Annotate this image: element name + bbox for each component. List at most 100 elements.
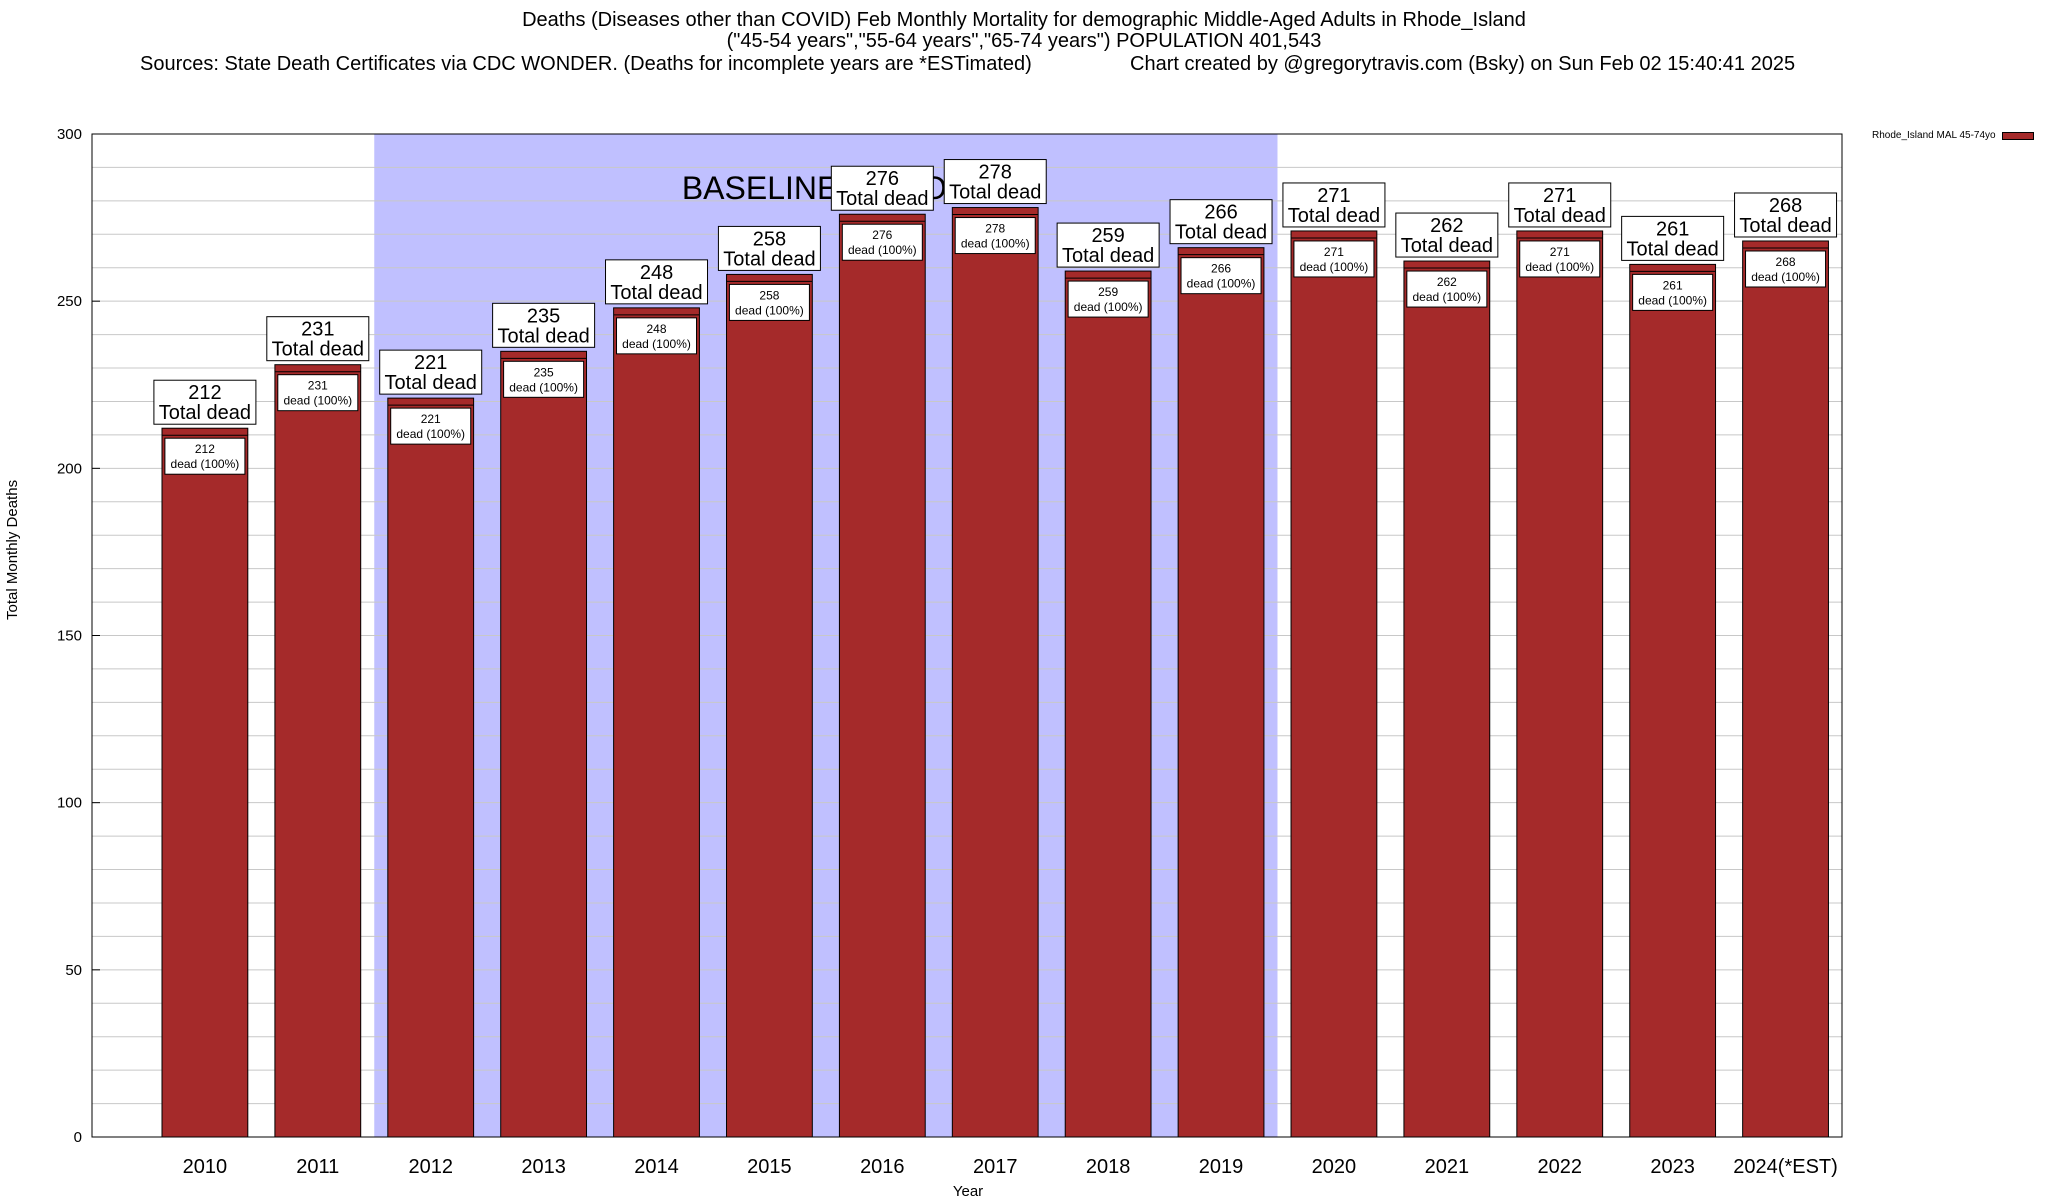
total-dead-label: Total dead — [159, 402, 251, 424]
total-value-label: 248 — [640, 262, 673, 284]
legend-label: Rhode_Island MAL 45-74yo — [1872, 130, 1996, 141]
inner-value-label: 261 — [1663, 278, 1683, 292]
total-dead-label: Total dead — [385, 372, 477, 394]
x-tick-label: 2022 — [1537, 1156, 1582, 1178]
inner-label-box — [616, 317, 698, 355]
total-dead-label: Total dead — [949, 182, 1041, 204]
y-tick-label: 50 — [65, 962, 82, 979]
y-tick-label: 150 — [57, 628, 82, 645]
inner-dead-label: dead (100%) — [1638, 293, 1707, 307]
inner-label-box — [164, 437, 246, 475]
bar — [1290, 230, 1378, 1138]
total-dead-label: Total dead — [836, 188, 928, 210]
inner-label-box — [1293, 240, 1375, 278]
inner-dead-label: dead (100%) — [171, 457, 240, 471]
chart-title: Deaths (Diseases other than COVID) Feb M… — [522, 9, 1526, 31]
total-value-label: 258 — [753, 228, 786, 250]
inner-label-box — [1632, 273, 1714, 311]
total-value-label: 259 — [1091, 225, 1124, 247]
x-tick-label: 2021 — [1425, 1156, 1470, 1178]
bar — [838, 213, 926, 1138]
total-dead-label: Total dead — [1401, 235, 1493, 257]
bar — [1064, 270, 1152, 1138]
total-label-box — [943, 159, 1047, 205]
total-label-box — [605, 259, 709, 305]
total-dead-label: Total dead — [723, 248, 815, 270]
x-tick-label: 2013 — [521, 1156, 566, 1178]
y-tick-label: 200 — [57, 460, 82, 477]
inner-dead-label: dead (100%) — [1412, 290, 1481, 304]
sources-text: Sources: State Death Certificates via CD… — [140, 53, 1032, 75]
total-label-box — [1621, 215, 1725, 261]
total-dead-label: Total dead — [272, 339, 364, 361]
inner-dead-label: dead (100%) — [283, 394, 352, 408]
total-label-box — [153, 379, 257, 425]
y-tick-label: 0 — [74, 1129, 82, 1146]
total-label-box — [830, 165, 934, 211]
inner-value-label: 212 — [195, 442, 215, 456]
x-tick-label: 2024(*EST) — [1733, 1156, 1838, 1178]
x-tick-label: 2015 — [747, 1156, 792, 1178]
total-label-box — [492, 302, 596, 348]
total-value-label: 221 — [414, 352, 447, 374]
bar — [613, 307, 700, 1138]
total-label-box — [379, 349, 483, 395]
inner-dead-label: dead (100%) — [1074, 300, 1143, 314]
inner-value-label: 276 — [872, 228, 892, 242]
inner-value-label: 268 — [1776, 255, 1796, 269]
bar — [1403, 260, 1491, 1138]
inner-value-label: 271 — [1550, 245, 1570, 259]
total-dead-label: Total dead — [497, 325, 589, 347]
bar — [387, 397, 475, 1138]
inner-label-box — [1745, 250, 1827, 288]
total-dead-label: Total dead — [1739, 215, 1831, 237]
inner-label-box — [390, 407, 472, 445]
inner-value-label: 231 — [308, 379, 328, 393]
bar — [500, 350, 588, 1138]
total-dead-label: Total dead — [610, 282, 702, 304]
total-dead-label: Total dead — [1175, 222, 1267, 244]
total-label-box — [266, 316, 370, 362]
bar — [1177, 247, 1265, 1138]
y-axis-label: Total Monthly Deaths — [4, 479, 21, 620]
x-axis-label: Year — [953, 1183, 983, 1200]
y-tick-label: 250 — [57, 293, 82, 310]
total-value-label: 266 — [1204, 202, 1237, 224]
credit-text: Chart created by @gregorytravis.com (Bsk… — [1130, 53, 1796, 75]
bar — [1742, 240, 1829, 1138]
inner-label-box — [954, 217, 1036, 255]
inner-dead-label: dead (100%) — [396, 427, 465, 441]
inner-label-box — [1406, 270, 1488, 308]
total-value-label: 231 — [301, 319, 334, 341]
inner-dead-label: dead (100%) — [1187, 277, 1256, 291]
bar — [726, 273, 813, 1138]
bar — [1629, 263, 1717, 1138]
y-tick-label: 300 — [57, 126, 82, 143]
inner-label-box — [1180, 257, 1262, 295]
total-dead-label: Total dead — [1062, 245, 1154, 267]
inner-dead-label: dead (100%) — [735, 303, 804, 317]
inner-dead-label: dead (100%) — [1300, 260, 1369, 274]
total-dead-label: Total dead — [1626, 238, 1718, 260]
total-value-label: 271 — [1317, 185, 1350, 207]
chart-title-block: Deaths (Diseases other than COVID) Feb M… — [0, 10, 2048, 52]
inner-value-label: 271 — [1324, 245, 1344, 259]
x-tick-label: 2023 — [1650, 1156, 1695, 1178]
inner-dead-label: dead (100%) — [509, 380, 578, 394]
total-label-box — [1169, 199, 1273, 245]
total-label-box — [1508, 182, 1612, 228]
inner-label-box — [1067, 280, 1149, 318]
bar — [951, 207, 1039, 1138]
legend: Rhode_Island MAL 45-74yo — [1872, 130, 2034, 141]
total-value-label: 262 — [1430, 215, 1463, 237]
x-tick-label: 2018 — [1086, 1156, 1131, 1178]
x-tick-label: 2014 — [634, 1156, 679, 1178]
x-tick-label: 2016 — [860, 1156, 905, 1178]
total-value-label: 212 — [188, 382, 221, 404]
bar — [274, 364, 362, 1138]
total-dead-label: Total dead — [1288, 205, 1380, 227]
total-value-label: 278 — [979, 162, 1012, 184]
x-tick-label: 2012 — [408, 1156, 453, 1178]
total-label-box — [1282, 182, 1386, 228]
